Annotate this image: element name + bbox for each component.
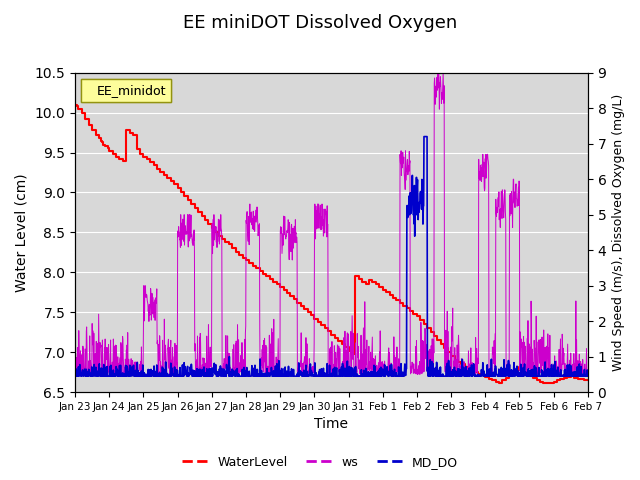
Line: MD_DO: MD_DO xyxy=(75,137,588,376)
WaterLevel xyxy=(532,377,540,383)
ws xyxy=(289,235,296,241)
MD_DO xyxy=(72,373,79,379)
ws xyxy=(363,337,371,343)
MD_DO xyxy=(71,365,79,371)
WaterLevel xyxy=(584,377,592,383)
WaterLevel xyxy=(310,316,318,322)
ws xyxy=(71,371,79,377)
Line: WaterLevel: WaterLevel xyxy=(75,105,588,384)
MD_DO xyxy=(584,367,592,373)
WaterLevel xyxy=(71,102,79,108)
Line: ws: ws xyxy=(75,72,588,374)
ws xyxy=(111,366,118,372)
WaterLevel xyxy=(526,373,534,379)
MD_DO xyxy=(420,134,428,140)
WaterLevel xyxy=(423,325,431,331)
MD_DO xyxy=(364,369,371,375)
MD_DO xyxy=(132,368,140,374)
MD_DO xyxy=(111,372,119,378)
ws xyxy=(132,367,140,372)
WaterLevel xyxy=(543,381,550,386)
MD_DO xyxy=(300,373,307,379)
Text: EE miniDOT Dissolved Oxygen: EE miniDOT Dissolved Oxygen xyxy=(183,14,457,33)
ws xyxy=(584,370,592,375)
MD_DO xyxy=(289,373,297,379)
WaterLevel xyxy=(499,377,506,383)
Y-axis label: Water Level (cm): Water Level (cm) xyxy=(15,173,29,292)
MD_DO xyxy=(309,373,317,379)
Legend: WaterLevel, ws, MD_DO: WaterLevel, ws, MD_DO xyxy=(177,451,463,474)
Legend: EE_minidot: EE_minidot xyxy=(81,79,171,102)
Y-axis label: Wind Speed (m/s), Dissolved Oxygen (mg/L): Wind Speed (m/s), Dissolved Oxygen (mg/L… xyxy=(612,94,625,371)
ws xyxy=(581,372,589,377)
WaterLevel xyxy=(570,375,578,381)
ws xyxy=(308,369,316,374)
X-axis label: Time: Time xyxy=(314,418,348,432)
ws xyxy=(434,70,442,75)
ws xyxy=(300,367,307,373)
